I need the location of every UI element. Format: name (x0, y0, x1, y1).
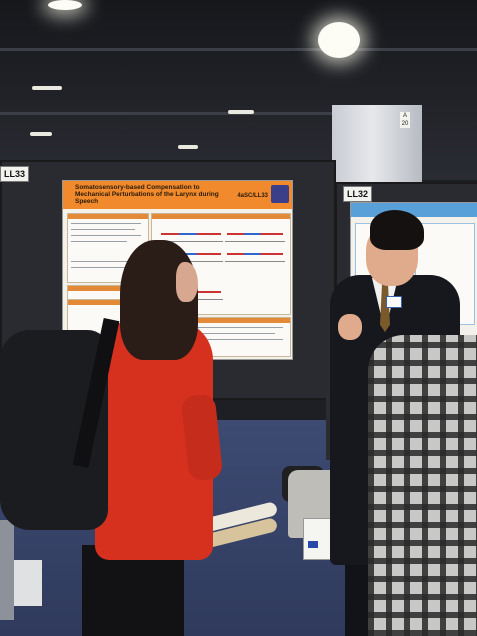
ceiling-light (228, 110, 254, 114)
ceiling-light (30, 132, 52, 136)
sign-card (303, 518, 335, 560)
board-tag-right: LL32 (343, 186, 373, 202)
poster-number: 4aSC/LL33 (237, 193, 268, 199)
ceiling-light (318, 22, 360, 58)
box (12, 560, 42, 606)
poster-title-line: Somatosensory-based Compensation to (75, 184, 200, 191)
poster-plot (225, 227, 285, 242)
ceiling-light (178, 145, 198, 149)
poster-title: Somatosensory-based Compensation to Mech… (75, 184, 225, 205)
man-tie (380, 284, 390, 332)
ceiling-light (32, 86, 62, 90)
poster-header (63, 181, 292, 209)
poster-plot (225, 247, 285, 262)
man-hair (370, 210, 424, 250)
man-hands (338, 314, 362, 340)
poster-title-line: Mechanical Perturbations of the Larynx d… (75, 191, 219, 205)
ceiling-light (48, 0, 82, 10)
plaid-shirt-person (368, 335, 477, 636)
poster-plot (159, 227, 223, 242)
name-badge (386, 296, 402, 308)
woman-face (176, 262, 198, 302)
ceiling-truss (0, 112, 340, 115)
stand-pole (0, 520, 14, 620)
board-tag-left: LL33 (0, 166, 30, 182)
ceiling-truss (0, 48, 477, 51)
woman-legs (82, 545, 184, 636)
conference-logo (271, 185, 289, 203)
column-sign: A 20 (400, 112, 410, 128)
